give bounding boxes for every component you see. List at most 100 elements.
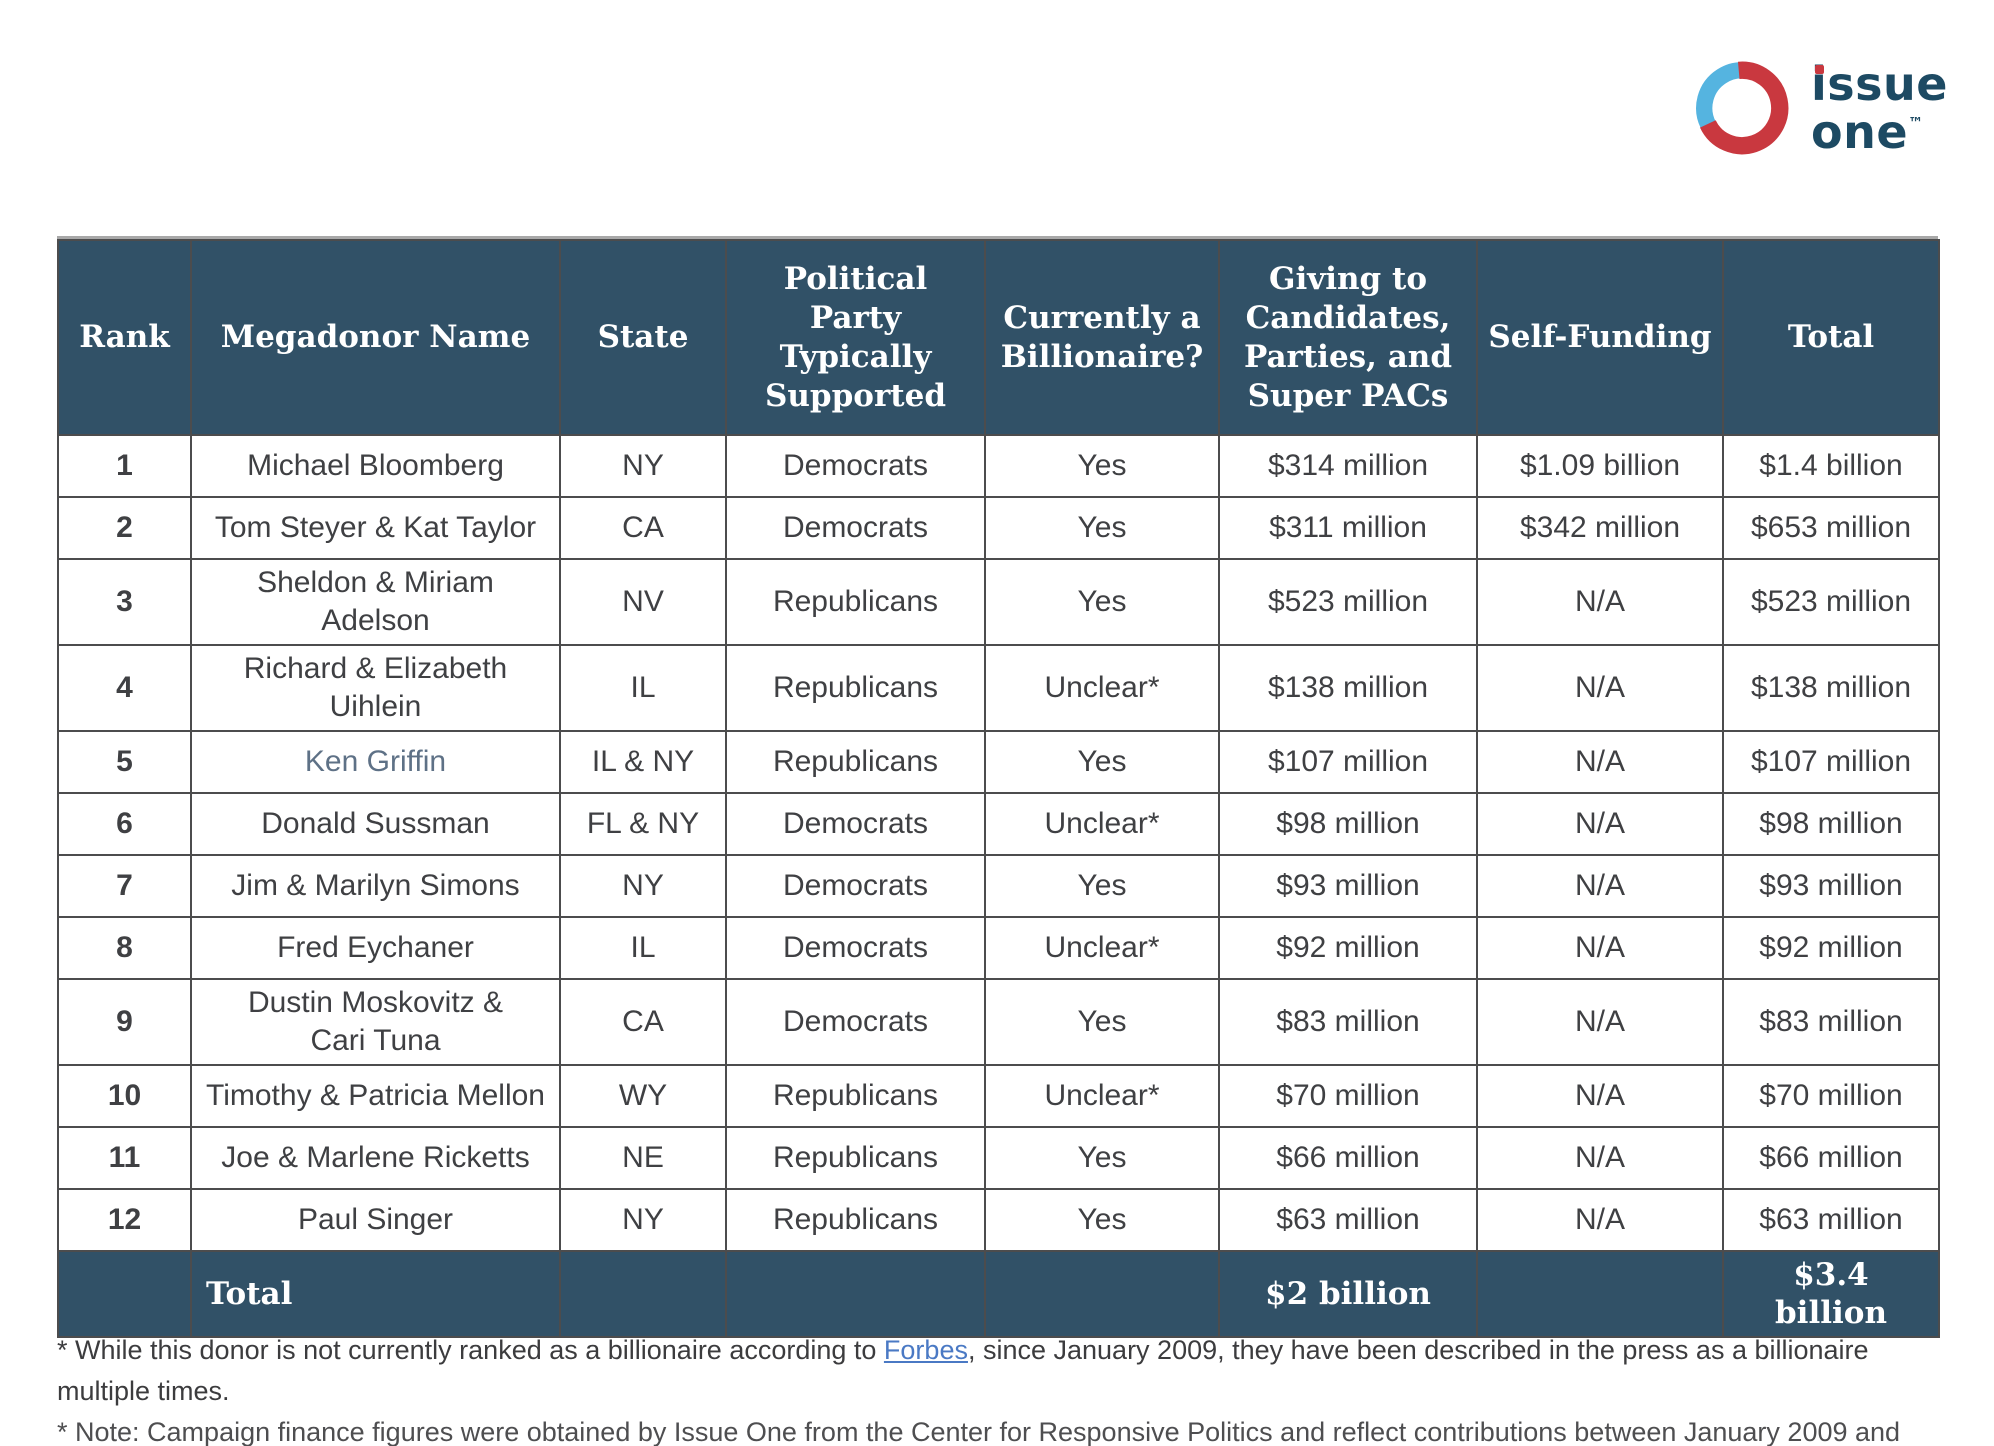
footnotes: * While this donor is not currently rank…: [57, 1330, 1947, 1446]
cell-name: Timothy & Patricia Mellon: [190, 1064, 561, 1128]
table-row: 8 Fred Eychaner IL Democrats Unclear* $92 mil…: [57, 916, 1940, 980]
cell-billionaire: Unclear*: [984, 916, 1220, 980]
cell-billionaire: Yes: [984, 854, 1220, 918]
megadonor-table: Rank Megadonor Name State Political Party T…: [57, 239, 1940, 1338]
cell-state: NY: [559, 854, 727, 918]
footnote-1-prefix: * While this donor is not currently rank…: [57, 1335, 884, 1365]
cell-name: Tom Steyer & Kat Taylor: [190, 496, 561, 560]
cell-rank: 11: [57, 1126, 192, 1190]
table-header-row: Rank Megadonor Name State Political Party T…: [57, 239, 1940, 436]
cell-party: Republicans: [725, 1126, 986, 1190]
cell-name: Sheldon & Miriam Adelson: [190, 558, 561, 646]
col-header-name: Megadonor Name: [190, 239, 561, 436]
cell-self_funding: N/A: [1476, 730, 1724, 794]
cell-giving: $93 million: [1218, 854, 1478, 918]
total-self_funding: [1476, 1250, 1724, 1338]
cell-total: $98 million: [1722, 792, 1940, 856]
footnote-source: * Note: Campaign finance figures were ob…: [57, 1417, 1901, 1446]
cell-rank: 12: [57, 1188, 192, 1252]
col-header-self_funding: Self-Funding: [1476, 239, 1724, 436]
table-head: Rank Megadonor Name State Political Party T…: [57, 239, 1940, 436]
col-header-rank: Rank: [57, 239, 192, 436]
cell-billionaire: Yes: [984, 496, 1220, 560]
total-giving: $2 billion: [1218, 1250, 1478, 1338]
cell-state: IL & NY: [559, 730, 727, 794]
cell-billionaire: Yes: [984, 730, 1220, 794]
cell-total: $63 million: [1722, 1188, 1940, 1252]
cell-giving: $98 million: [1218, 792, 1478, 856]
table-row: 5 Ken Griffin IL & NY Republicans Yes $107 mi…: [57, 730, 1940, 794]
cell-giving: $107 million: [1218, 730, 1478, 794]
cell-party: Republicans: [725, 1064, 986, 1128]
cell-total: $92 million: [1722, 916, 1940, 980]
cell-billionaire: Unclear*: [984, 1064, 1220, 1128]
table-row: 3 Sheldon & Miriam Adelson NV Republicans Ye…: [57, 558, 1940, 646]
cell-state: CA: [559, 978, 727, 1066]
cell-total: $1.4 billion: [1722, 434, 1940, 498]
cell-rank: 6: [57, 792, 192, 856]
cell-total: $70 million: [1722, 1064, 1940, 1128]
cell-party: Republicans: [725, 730, 986, 794]
total-party: [725, 1250, 986, 1338]
cell-billionaire: Yes: [984, 558, 1220, 646]
cell-name: Richard & Elizabeth Uihlein: [190, 644, 561, 732]
cell-name: Joe & Marlene Ricketts: [190, 1126, 561, 1190]
cell-rank: 10: [57, 1064, 192, 1128]
col-header-giving: Giving to Candidates, Parties, and Super…: [1218, 239, 1478, 436]
cell-state: NV: [559, 558, 727, 646]
table-row: 10 Timothy & Patricia Mellon WY Republicans…: [57, 1064, 1940, 1128]
cell-state: WY: [559, 1064, 727, 1128]
cell-self_funding: N/A: [1476, 558, 1724, 646]
cell-party: Republicans: [725, 644, 986, 732]
cell-total: $83 million: [1722, 978, 1940, 1066]
table-row: 1 Michael Bloomberg NY Democrats Yes $314 mil…: [57, 434, 1940, 498]
cell-self_funding: N/A: [1476, 644, 1724, 732]
issue-one-ring-icon: [1696, 61, 1789, 155]
cell-name: Fred Eychaner: [190, 916, 561, 980]
footnote-1-suffix: , since January 2009, they have been des…: [57, 1335, 1869, 1406]
cell-self_funding: N/A: [1476, 854, 1724, 918]
cell-self_funding: N/A: [1476, 978, 1724, 1066]
cell-state: IL: [559, 644, 727, 732]
issue-one-logo: issue one™: [1690, 56, 1948, 160]
cell-self_funding: N/A: [1476, 1064, 1724, 1128]
cell-name: Michael Bloomberg: [190, 434, 561, 498]
footnote-billionaire: * While this donor is not currently rank…: [57, 1330, 1947, 1412]
issue-one-wordmark: issue one™: [1811, 56, 1948, 155]
cell-billionaire: Yes: [984, 1126, 1220, 1190]
cell-name: Paul Singer: [190, 1188, 561, 1252]
logo-word-issue: issue: [1811, 56, 1948, 111]
forbes-link[interactable]: Forbes: [883, 1335, 968, 1365]
cell-total: $66 million: [1722, 1126, 1940, 1190]
cell-giving: $311 million: [1218, 496, 1478, 560]
cell-party: Republicans: [725, 1188, 986, 1252]
table-row: 12 Paul Singer NY Republicans Yes $63 million…: [57, 1188, 1940, 1252]
cell-rank: 5: [57, 730, 192, 794]
cell-giving: $138 million: [1218, 644, 1478, 732]
cell-name: Donald Sussman: [190, 792, 561, 856]
cell-giving: $63 million: [1218, 1188, 1478, 1252]
cell-giving: $92 million: [1218, 916, 1478, 980]
cell-party: Republicans: [725, 558, 986, 646]
cell-total: $653 million: [1722, 496, 1940, 560]
cell-rank: 7: [57, 854, 192, 918]
table-row: 2 Tom Steyer & Kat Taylor CA Democrats Yes $3…: [57, 496, 1940, 560]
cell-party: Democrats: [725, 978, 986, 1066]
cell-rank: 2: [57, 496, 192, 560]
total-billionaire: [984, 1250, 1220, 1338]
cell-name: Ken Griffin: [190, 730, 561, 794]
cell-giving: $70 million: [1218, 1064, 1478, 1128]
cell-giving: $523 million: [1218, 558, 1478, 646]
col-header-party: Political Party Typically Supported: [725, 239, 986, 436]
cell-state: FL & NY: [559, 792, 727, 856]
table-row: 4 Richard & Elizabeth Uihlein IL Republican…: [57, 644, 1940, 732]
cell-state: IL: [559, 916, 727, 980]
cell-giving: $83 million: [1218, 978, 1478, 1066]
cell-rank: 4: [57, 644, 192, 732]
cell-rank: 1: [57, 434, 192, 498]
cell-billionaire: Yes: [984, 434, 1220, 498]
cell-name: Jim & Marilyn Simons: [190, 854, 561, 918]
cell-total: $138 million: [1722, 644, 1940, 732]
cell-billionaire: Yes: [984, 978, 1220, 1066]
